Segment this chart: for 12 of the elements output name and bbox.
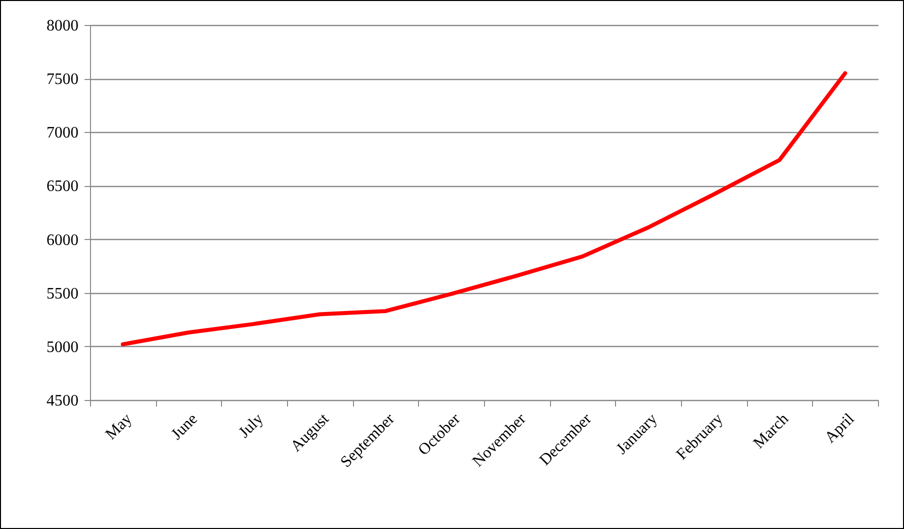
y-tick-label: 4500 — [46, 392, 78, 410]
y-tick-label: 7500 — [46, 71, 78, 88]
x-tick-label: July — [236, 410, 267, 442]
y-tick-label: 6000 — [46, 232, 78, 249]
y-tick-label: 7000 — [46, 124, 78, 142]
line-series — [120, 71, 848, 346]
y-tick-label: 8000 — [46, 18, 78, 34]
y-tick-label: 5500 — [46, 285, 78, 302]
y-tick-label: 5000 — [46, 338, 78, 356]
x-tick-label: May — [102, 410, 136, 444]
y-tick-label: 6500 — [46, 178, 78, 196]
x-tick-label: June — [168, 410, 202, 444]
